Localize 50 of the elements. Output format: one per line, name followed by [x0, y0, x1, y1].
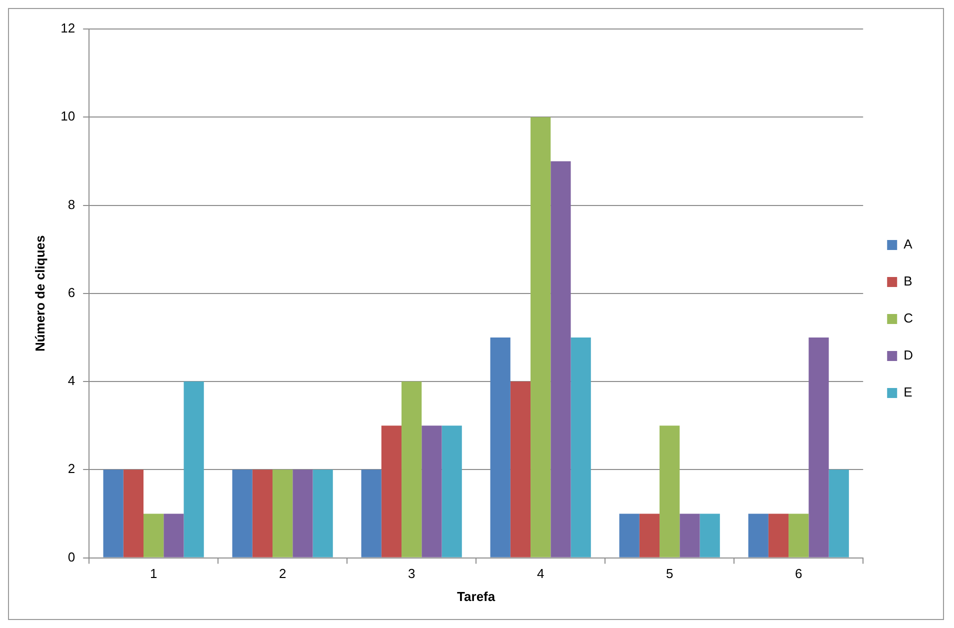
bar: [660, 426, 680, 558]
bar: [570, 337, 591, 558]
legend-label: D: [904, 348, 913, 363]
bar: [103, 470, 124, 558]
bar: [680, 514, 700, 558]
bar: [164, 514, 184, 558]
bar: [639, 514, 660, 558]
x-tick-label: 5: [666, 566, 674, 582]
bar: [272, 470, 293, 558]
bar: [252, 470, 273, 558]
bar: [442, 426, 462, 558]
bar: [312, 470, 333, 558]
bar: [402, 382, 422, 558]
bar: [232, 470, 252, 558]
bar: [619, 514, 640, 558]
bar: [828, 470, 849, 558]
legend-label: A: [904, 236, 913, 252]
bar: [530, 117, 551, 558]
bar: [422, 426, 442, 558]
y-tick-label: 0: [68, 549, 76, 564]
bar: [123, 470, 144, 558]
x-axis-title: Tarefa: [457, 588, 496, 604]
bar: [700, 514, 720, 558]
bar: [292, 470, 313, 558]
legend-label: E: [904, 384, 913, 400]
x-tick-label: 3: [408, 566, 416, 582]
y-tick-label: 6: [68, 284, 76, 300]
bar: [510, 382, 531, 558]
legend-label: B: [904, 274, 912, 289]
bar: [184, 382, 204, 558]
y-tick-label: 2: [68, 461, 76, 476]
y-tick-label: 12: [60, 20, 76, 36]
x-tick-label: 1: [150, 566, 158, 582]
x-tick-label: 2: [278, 566, 286, 582]
bar: [144, 514, 164, 558]
bar: [808, 337, 829, 558]
bar: [550, 161, 571, 558]
y-tick-label: 10: [60, 108, 76, 124]
bar: [748, 514, 768, 558]
y-tick-label: 4: [68, 373, 76, 388]
legend-label: C: [904, 310, 913, 326]
bar: [381, 426, 402, 558]
y-tick-label: 8: [68, 196, 76, 212]
bar: [788, 514, 809, 558]
bar: [768, 514, 789, 558]
x-tick-label: 4: [536, 566, 544, 582]
x-tick-label: 6: [794, 566, 802, 582]
y-axis-title: Número de cliques: [32, 235, 48, 352]
bar: [361, 470, 382, 558]
bar: [490, 337, 510, 558]
